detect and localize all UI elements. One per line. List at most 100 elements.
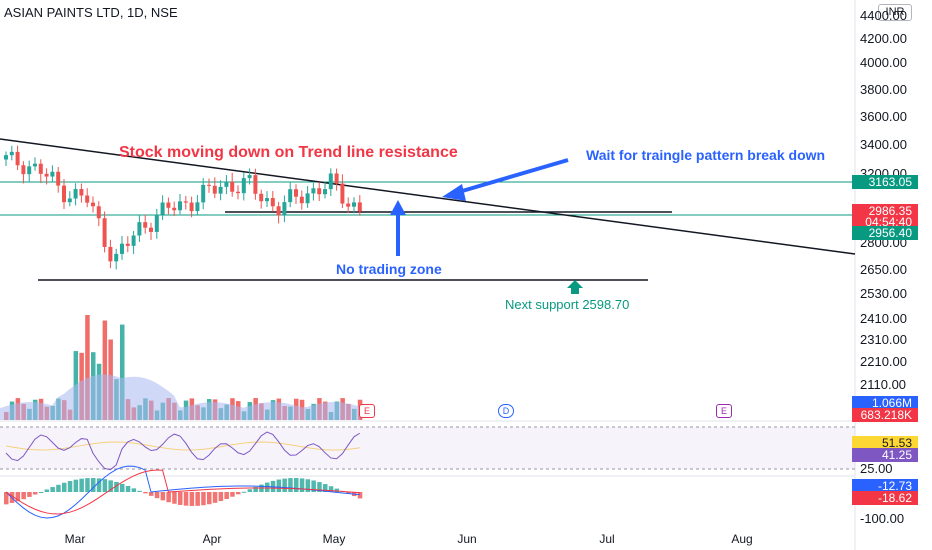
candle-body bbox=[4, 155, 8, 160]
price-tick: 2210.00 bbox=[860, 354, 907, 369]
support-annotation[interactable]: Next support 2598.70 bbox=[505, 297, 630, 312]
price-tick: 4000.00 bbox=[860, 55, 907, 70]
volume-bar bbox=[102, 320, 108, 420]
macd-histogram-bar bbox=[160, 492, 166, 501]
macd-histogram-bar bbox=[346, 492, 351, 494]
macd-histogram-bar bbox=[282, 478, 287, 492]
bar-countdown-label: 04:54:40 bbox=[852, 215, 918, 229]
rsi-ma-label: 51.53 bbox=[852, 436, 918, 450]
candle-body bbox=[172, 207, 177, 211]
macd-histogram-bar bbox=[21, 492, 26, 500]
candle-body bbox=[38, 163, 43, 174]
macd-histogram-bar bbox=[195, 492, 200, 506]
currency-selector[interactable]: INR bbox=[878, 4, 912, 21]
candle-body bbox=[33, 163, 37, 167]
macd-histogram-bar bbox=[172, 492, 177, 504]
candle-body bbox=[85, 195, 90, 203]
macd-histogram-bar bbox=[241, 491, 247, 493]
candle-body bbox=[334, 173, 339, 184]
macd-histogram-bar bbox=[114, 481, 119, 492]
candle-body bbox=[166, 202, 171, 208]
candle-body bbox=[62, 185, 66, 203]
candle-body bbox=[241, 178, 246, 194]
macd-histogram-bar bbox=[189, 492, 195, 506]
no-trading-annotation[interactable]: No trading zone bbox=[336, 261, 442, 277]
candle-body bbox=[299, 196, 304, 204]
earnings-marker[interactable]: E bbox=[359, 404, 375, 418]
macd-value-label: -12.73 bbox=[852, 479, 918, 493]
candle-body bbox=[189, 202, 194, 212]
candle-body bbox=[288, 189, 293, 203]
price-tick: 2410.00 bbox=[860, 311, 907, 326]
candle-body bbox=[195, 202, 200, 212]
macd-histogram-bar bbox=[311, 480, 316, 492]
candle-body bbox=[207, 184, 211, 186]
candle-body bbox=[276, 206, 281, 216]
macd-histogram-bar bbox=[357, 492, 363, 499]
price-tick: 3400.00 bbox=[860, 137, 907, 152]
macd-histogram-bar bbox=[149, 492, 154, 496]
triangle-annotation[interactable]: Wait for traingle pattern break down bbox=[586, 147, 826, 163]
candle-body bbox=[357, 202, 362, 212]
arrow-head bbox=[390, 200, 406, 215]
candle-body bbox=[79, 189, 84, 196]
price-tick: 2530.00 bbox=[860, 286, 907, 301]
candle-body bbox=[154, 214, 159, 232]
price-tick: 3800.00 bbox=[860, 82, 907, 97]
candle-body bbox=[160, 202, 165, 215]
candle-body bbox=[253, 175, 258, 194]
macd-histogram-bar bbox=[44, 489, 50, 492]
last-price-label: 2986.35 bbox=[852, 204, 918, 218]
candle-body bbox=[178, 201, 182, 211]
support-arrow bbox=[567, 280, 583, 294]
candle-body bbox=[270, 198, 275, 207]
candle-body bbox=[149, 227, 153, 232]
macd-histogram-bar bbox=[166, 492, 171, 503]
rsi-tick: 25.00 bbox=[860, 461, 893, 476]
candle-body bbox=[352, 202, 356, 207]
dividend-marker[interactable]: D bbox=[498, 404, 514, 418]
trend-annotation[interactable]: Stock moving down on Trend line resistan… bbox=[119, 144, 458, 161]
time-tick: Aug bbox=[731, 532, 753, 546]
candle-body bbox=[114, 253, 119, 262]
price-tick: 2110.00 bbox=[860, 377, 907, 392]
macd-histogram-bar bbox=[143, 492, 148, 494]
candle-body bbox=[120, 243, 124, 254]
macd-histogram-bar bbox=[288, 478, 293, 492]
candle-body bbox=[96, 206, 101, 219]
time-tick: Jun bbox=[457, 532, 477, 546]
volume-ma-area bbox=[0, 374, 360, 420]
macd-histogram-bar bbox=[328, 486, 334, 492]
macd-histogram-bar bbox=[131, 488, 137, 492]
candle-body bbox=[346, 203, 351, 207]
macd-histogram-bar bbox=[102, 479, 108, 492]
macd-histogram-bar bbox=[27, 492, 32, 497]
macd-histogram-bar bbox=[33, 492, 38, 495]
candle-body bbox=[137, 222, 142, 236]
macd-histogram-bar bbox=[96, 478, 102, 492]
macd-histogram-bar bbox=[265, 482, 270, 492]
rsi-band bbox=[0, 427, 855, 469]
candle-body bbox=[131, 235, 136, 246]
macd-histogram-bar bbox=[4, 492, 9, 505]
macd-histogram-bar bbox=[207, 492, 212, 505]
candle-body bbox=[21, 165, 26, 175]
support-price-label: 2956.40 bbox=[852, 226, 918, 240]
macd-histogram-bar bbox=[305, 479, 311, 492]
macd-histogram-bar bbox=[276, 479, 282, 492]
candle-body bbox=[265, 198, 269, 202]
macd-histogram-bar bbox=[212, 492, 218, 503]
macd-histogram-bar bbox=[334, 488, 340, 492]
macd-histogram-bar bbox=[120, 483, 125, 492]
candle-body bbox=[323, 189, 327, 195]
candle-body bbox=[9, 151, 14, 156]
earnings-marker-upcoming[interactable]: E bbox=[716, 404, 732, 418]
candle-body bbox=[50, 171, 55, 177]
time-tick: Mar bbox=[64, 532, 86, 546]
candle-body bbox=[224, 181, 229, 187]
candle-body bbox=[67, 198, 72, 203]
symbol-title[interactable]: ASIAN PAINTS LTD, 1D, NSE bbox=[4, 5, 178, 20]
macd-histogram-bar bbox=[91, 478, 96, 492]
